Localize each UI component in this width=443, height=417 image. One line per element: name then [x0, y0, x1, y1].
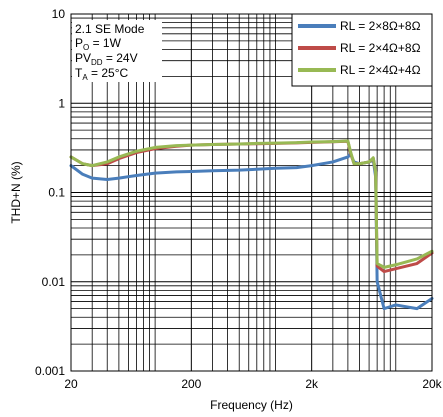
plot-frame [70, 13, 433, 372]
condition-annotation: 2.1 SE Mode PO = 1W PVDD = 24V TA = 25°C [72, 20, 162, 82]
tick-labels: 20 200 2k 20k 10 1 0.1 0.01 0.001 [35, 7, 443, 391]
annotation-temperature-sub: A [82, 73, 88, 82]
annotation-box [72, 20, 162, 82]
y-axis-label: THD+N (%) [9, 161, 23, 223]
y-tick-label: 0.1 [48, 186, 65, 200]
x-tick-label: 2k [305, 377, 319, 391]
y-tick-label: 1 [58, 96, 65, 110]
annotation-power-main: P [75, 36, 83, 50]
annotation-supply-sub: DD [91, 58, 103, 67]
annotation-power-sub: O [83, 43, 89, 52]
legend: RL = 2×8Ω+8Ω RL = 2×4Ω+8Ω RL = 2×4Ω+4Ω [291, 13, 433, 87]
y-tick-label: 10 [52, 7, 66, 21]
annotation-power-rest: = 1W [89, 36, 121, 50]
series-line-3 [69, 139, 434, 269]
y-tick-label: 0.001 [35, 364, 65, 378]
x-axis-label: Frequency (Hz) [210, 398, 293, 412]
series-layer [69, 139, 434, 311]
annotation-temperature: TA = 25°C [75, 66, 129, 82]
y-tick-label: 0.01 [42, 275, 66, 289]
annotation-temperature-main: T [75, 66, 83, 80]
annotation-supply: PVDD = 24V [75, 51, 138, 67]
x-tick-label: 20k [422, 377, 442, 391]
x-tick-label: 20 [64, 377, 78, 391]
legend-label-1: RL = 2×8Ω+8Ω [340, 19, 421, 33]
annotation-temperature-rest: = 25°C [88, 66, 129, 80]
annotation-power: PO = 1W [75, 36, 122, 52]
legend-label-3: RL = 2×4Ω+4Ω [340, 63, 421, 77]
annotation-mode: 2.1 SE Mode [75, 22, 145, 36]
legend-label-2: RL = 2×4Ω+8Ω [340, 41, 421, 55]
annotation-supply-main: PV [75, 51, 91, 65]
annotation-supply-rest: = 24V [103, 51, 138, 65]
x-tick-label: 200 [181, 377, 201, 391]
